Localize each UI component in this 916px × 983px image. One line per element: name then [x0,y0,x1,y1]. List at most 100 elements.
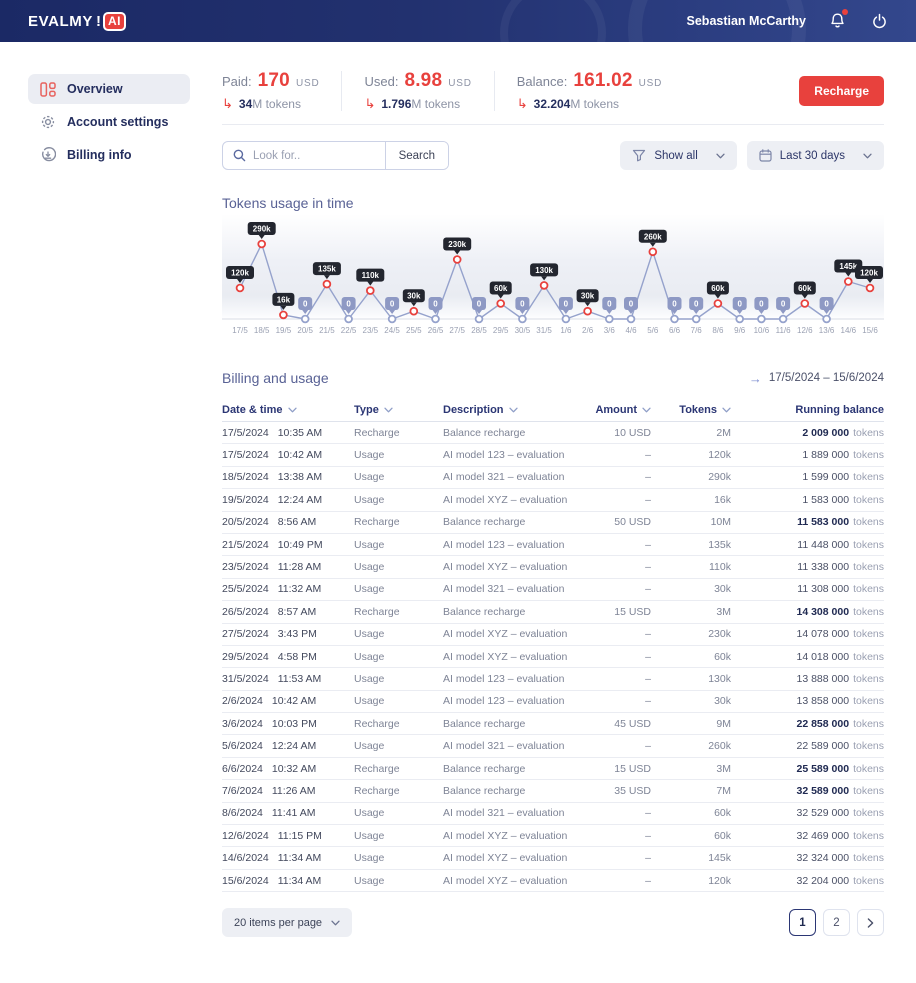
user-name[interactable]: Sebastian McCarthy [686,14,806,28]
chart-title: Tokens usage in time [222,195,354,211]
sidebar: Overview Account settings Billing info [28,70,190,937]
data-point-marker[interactable] [648,247,658,257]
data-point-marker[interactable] [691,314,701,324]
items-per-page-dropdown[interactable]: 20 items per page [222,908,353,938]
data-point-marker[interactable] [257,239,266,249]
cell-running-balance: 14 308 000 tokens [796,605,885,618]
value-badge-label: 0 [781,300,786,309]
data-point-marker[interactable] [279,310,288,320]
cell-running-balance: 14 078 000 tokens [796,628,885,641]
column-header-type[interactable]: Type [354,404,443,416]
cell-type: Usage [354,538,385,551]
table-row: 19/5/2024 12:24 AM Usage AI model XYZ – eva… [222,489,884,512]
notifications-button[interactable] [826,9,848,32]
data-point-marker[interactable] [800,299,810,308]
data-point-marker[interactable] [822,314,831,324]
data-point-marker[interactable] [626,314,636,324]
logout-button[interactable] [868,10,890,32]
data-point-marker[interactable] [735,314,744,324]
right-arrow-icon: → [748,370,762,386]
value-badge-label: 0 [433,300,438,309]
stat-tokens: 32.204M tokens [533,97,620,111]
cell-tokens: 60k [714,807,731,820]
cell-date-time: 2/6/2024 10:42 AM [222,695,317,708]
value-badge [732,297,747,310]
logo-text: EVALMY [28,12,93,30]
data-point-marker[interactable] [757,314,766,324]
data-point-marker[interactable] [300,314,310,324]
search-input[interactable] [253,149,385,162]
data-point-marker[interactable] [322,279,332,289]
data-point-marker[interactable] [778,314,788,324]
cell-date-time: 12/6/2024 11:15 PM [222,829,322,842]
data-point-marker[interactable] [843,277,853,286]
data-point-marker[interactable] [670,314,679,324]
cell-tokens: 130k [708,672,731,685]
data-point-marker[interactable] [344,314,353,324]
page-button-1[interactable]: 1 [789,909,816,937]
data-point-marker[interactable] [604,314,614,324]
calendar-icon [759,149,772,162]
stat-currency: USD [448,78,472,89]
account-stats: Paid: 170 USD ↳ 34M tokens Used: 8.98 US… [222,70,884,111]
data-point-marker[interactable] [474,314,484,324]
cell-tokens: 2M [716,426,731,439]
sidebar-item-overview[interactable]: Overview [28,74,190,104]
data-point-marker[interactable] [865,283,875,293]
data-point-marker[interactable] [409,306,419,316]
data-point-marker[interactable] [431,314,440,324]
data-point-marker[interactable] [366,286,375,295]
app-logo[interactable]: EVALMY! AI [28,11,126,31]
data-point-marker[interactable] [387,314,397,324]
value-badge [489,281,512,295]
cell-type: Recharge [354,717,400,730]
data-point-marker[interactable] [713,299,723,308]
cell-amount: – [645,829,651,842]
value-badge [689,297,704,310]
data-point-marker[interactable] [518,314,527,324]
cell-description: Balance recharge [443,426,526,439]
sort-chevron-icon [722,407,731,412]
x-axis-tick-label: 20/5 [297,326,313,335]
value-badge-label: 0 [564,300,569,309]
page-button-2[interactable]: 2 [823,909,850,937]
cell-tokens: 290k [708,471,731,484]
column-header-description[interactable]: Description [443,404,588,416]
badge-pointer [258,235,265,239]
data-point-marker[interactable] [561,314,571,324]
column-header-tokens[interactable]: Tokens [651,404,731,416]
cell-running-balance: 32 529 000 tokens [796,807,885,820]
notification-dot [842,9,848,15]
data-point-marker[interactable] [235,283,245,293]
next-page-button[interactable] [857,909,884,937]
column-header-amount[interactable]: Amount [588,404,651,416]
table-row: 12/6/2024 11:15 PM Usage AI model XYZ – eva… [222,825,884,848]
column-header-date-time[interactable]: Date & time [222,404,354,416]
stat-value: 161.02 [573,70,633,91]
search-button[interactable]: Search [384,142,448,169]
cell-description: AI model XYZ – evaluation [443,650,568,663]
x-axis-tick-label: 14/6 [841,326,857,335]
sidebar-item-billing-info[interactable]: Billing info [28,140,190,170]
recharge-button[interactable]: Recharge [799,75,884,106]
sidebar-item-account-settings[interactable]: Account settings [28,107,190,137]
value-badge-label: 0 [607,300,612,309]
table-row: 20/5/2024 8:56 AM Recharge Balance recharge… [222,512,884,534]
value-badge [443,237,472,251]
value-badge-label: 30k [407,292,421,301]
badge-pointer [454,250,461,255]
data-point-marker[interactable] [583,306,592,316]
filter-show-all-dropdown[interactable]: Show all [620,141,737,170]
table-row: 27/5/2024 3:43 PM Usage AI model XYZ – eval… [222,624,884,646]
cell-type: Usage [354,852,385,865]
data-point-marker[interactable] [452,255,462,264]
data-point-marker[interactable] [539,281,549,290]
x-axis-tick-label: 12/6 [797,326,813,335]
logo-ai-badge: AI [103,11,126,31]
filter-date-range-dropdown[interactable]: Last 30 days [746,141,884,170]
data-point-marker[interactable] [496,299,506,308]
cell-date-time: 21/5/2024 10:49 PM [222,538,323,551]
x-axis-tick-label: 2/6 [582,326,594,335]
value-badge-label: 0 [759,300,764,309]
x-axis-tick-label: 28/5 [471,326,487,335]
